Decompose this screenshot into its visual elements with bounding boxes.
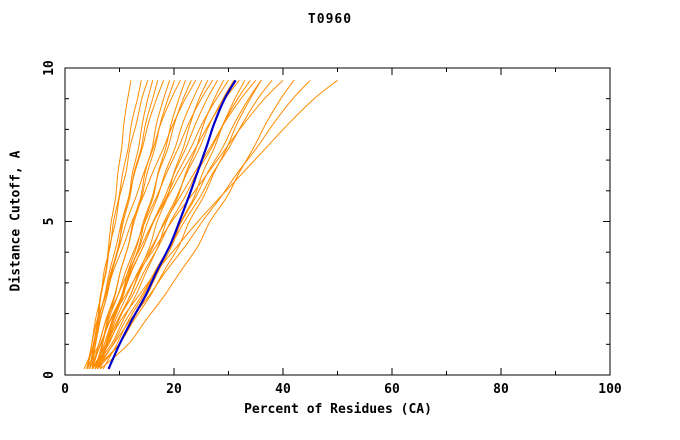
model-line: [100, 80, 295, 370]
model-line: [91, 80, 225, 370]
model-line: [86, 80, 197, 369]
x-tick-label: 100: [598, 382, 622, 397]
model-line: [91, 79, 240, 370]
y-tick-label: 10: [42, 60, 57, 76]
model-line: [94, 80, 262, 370]
model-line: [86, 80, 132, 370]
model-line: [87, 80, 142, 369]
model-line: [94, 79, 311, 370]
model-line: [99, 79, 257, 370]
model-lines: [83, 79, 338, 370]
plot-border: [64, 67, 611, 376]
x-tick-label: 80: [493, 382, 509, 397]
chart-title: T0960: [307, 12, 353, 27]
x-axis-title: Percent of Residues (CA): [244, 402, 432, 417]
model-line: [89, 80, 181, 369]
model-line: [97, 79, 338, 370]
x-tick-label: 60: [384, 382, 400, 397]
model-line: [91, 80, 165, 369]
axis-ticks: [64, 67, 611, 376]
y-tick-label: 5: [42, 218, 57, 226]
model-line: [102, 80, 262, 370]
model-line: [97, 79, 273, 370]
model-line: [91, 79, 284, 370]
highlight-line: [107, 79, 237, 370]
x-tick-label: 0: [61, 382, 69, 397]
model-line: [89, 80, 219, 370]
model-line: [89, 80, 159, 370]
y-tick-label: 0: [42, 371, 57, 379]
x-tick-label: 40: [275, 382, 291, 397]
x-tick-label: 20: [166, 382, 182, 397]
model-line: [91, 80, 209, 370]
model-line: [97, 80, 214, 369]
tick-labels: 0 20 40 60 80 100 0 5 10: [42, 60, 622, 397]
model-line: [94, 80, 203, 370]
